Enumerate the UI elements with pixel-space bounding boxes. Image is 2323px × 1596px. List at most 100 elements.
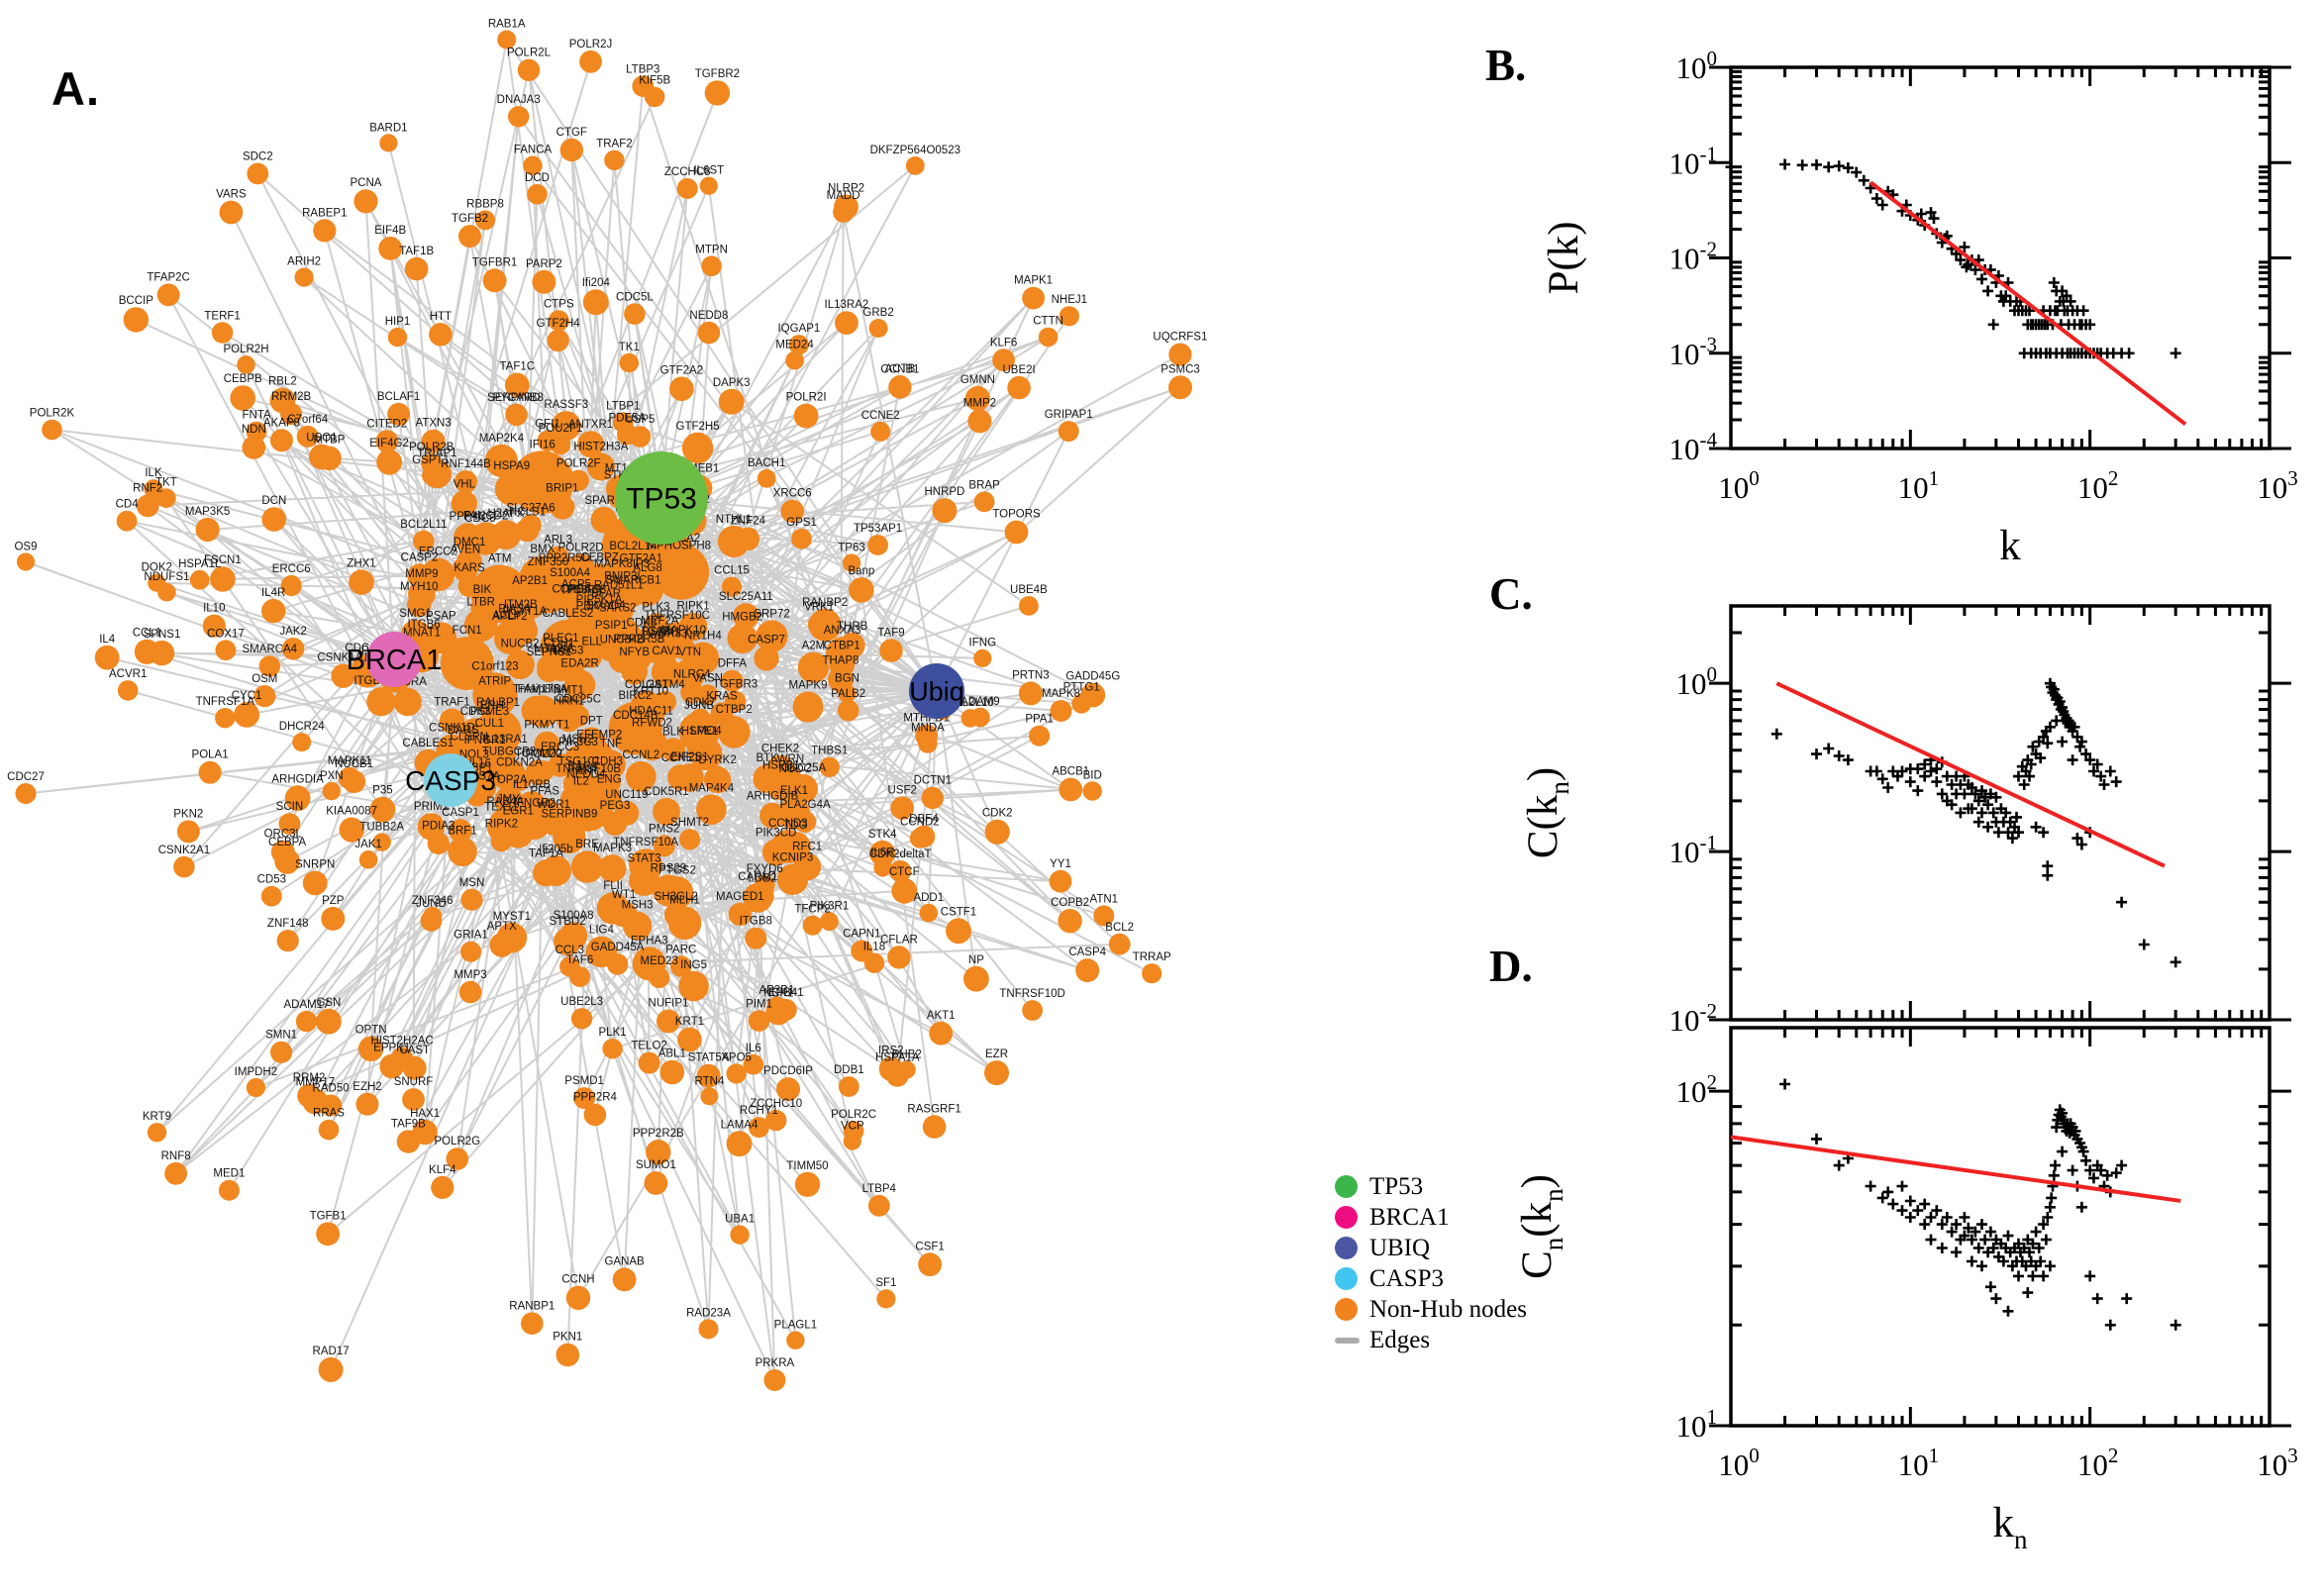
svg-text:PPP2R5B: PPP2R5B bbox=[614, 634, 665, 646]
svg-text:BIK: BIK bbox=[473, 584, 492, 596]
svg-text:DARS: DARS bbox=[448, 725, 479, 737]
svg-text:HIP1: HIP1 bbox=[385, 316, 411, 328]
svg-text:PKN2: PKN2 bbox=[173, 808, 203, 820]
legend-item-label: BRCA1 bbox=[1369, 1203, 1450, 1231]
svg-text:NCK1: NCK1 bbox=[763, 988, 794, 1000]
svg-text:CYC1: CYC1 bbox=[232, 690, 262, 702]
svg-text:AVEN: AVEN bbox=[451, 545, 480, 556]
svg-text:CTGF: CTGF bbox=[556, 127, 587, 139]
svg-text:POU2F1: POU2F1 bbox=[539, 423, 583, 435]
svg-text:EFEMP2: EFEMP2 bbox=[576, 729, 622, 741]
svg-text:MMP2: MMP2 bbox=[963, 397, 996, 409]
legend-item-casp3: CASP3 bbox=[1335, 1263, 1527, 1294]
svg-text:PPP2R5D: PPP2R5D bbox=[539, 552, 590, 564]
svg-text:CDC25C: CDC25C bbox=[556, 693, 601, 705]
svg-text:IRS2: IRS2 bbox=[878, 1046, 904, 1057]
svg-text:IL6ST: IL6ST bbox=[693, 165, 724, 177]
panel-b-label: B. bbox=[1485, 41, 1527, 90]
svg-text:KRT9: KRT9 bbox=[143, 1111, 171, 1123]
svg-text:POLR2D: POLR2D bbox=[558, 543, 604, 554]
legend: TP53 BRCA1 UBIQ CASP3 Non-Hub nodes Edges bbox=[1335, 1171, 1527, 1355]
svg-text:LMO4: LMO4 bbox=[690, 726, 722, 738]
svg-text:SDC2: SDC2 bbox=[243, 151, 273, 163]
svg-text:NP: NP bbox=[968, 954, 984, 966]
svg-text:MAP2K4: MAP2K4 bbox=[479, 433, 525, 445]
svg-text:RASGRF1: RASGRF1 bbox=[907, 1103, 960, 1115]
svg-text:MEF2A: MEF2A bbox=[641, 615, 679, 627]
svg-text:BMX: BMX bbox=[530, 544, 555, 555]
svg-text:CDC27: CDC27 bbox=[7, 771, 45, 783]
svg-text:IL6: IL6 bbox=[746, 1043, 761, 1054]
svg-text:CD53: CD53 bbox=[257, 874, 286, 886]
svg-text:HRH1: HRH1 bbox=[554, 696, 584, 708]
svg-text:KIAA0087: KIAA0087 bbox=[326, 806, 377, 818]
svg-text:CASP4: CASP4 bbox=[1068, 947, 1106, 958]
svg-text:MADD: MADD bbox=[827, 190, 860, 202]
hub-node-tp53 bbox=[615, 451, 708, 545]
y-axis-title-d: Cn(kn) bbox=[1514, 1174, 1568, 1279]
svg-text:POLR2J: POLR2J bbox=[569, 39, 612, 50]
svg-text:MYH10: MYH10 bbox=[400, 581, 438, 593]
svg-text:HSPA1A: HSPA1A bbox=[875, 1052, 920, 1064]
svg-text:Tnfaip8l2: Tnfaip8l2 bbox=[513, 684, 559, 696]
svg-text:TP53RK: TP53RK bbox=[560, 585, 604, 597]
svg-text:TGFBR1: TGFBR1 bbox=[472, 256, 517, 268]
svg-text:TRIAP1: TRIAP1 bbox=[417, 448, 456, 459]
svg-text:PKN1: PKN1 bbox=[553, 1332, 582, 1344]
svg-text:CAV1: CAV1 bbox=[652, 646, 680, 657]
svg-text:PLK3: PLK3 bbox=[642, 602, 669, 614]
svg-text:FSCN1: FSCN1 bbox=[204, 554, 242, 566]
svg-text:POLR2I: POLR2I bbox=[786, 392, 827, 404]
svg-text:TNFRSF10A: TNFRSF10A bbox=[613, 837, 678, 848]
svg-text:PSMD1: PSMD1 bbox=[564, 1075, 604, 1087]
svg-text:BRF1: BRF1 bbox=[448, 826, 476, 838]
svg-text:HDAC8: HDAC8 bbox=[567, 584, 606, 596]
svg-text:VTN: VTN bbox=[678, 647, 701, 658]
svg-text:TNFRSF10C: TNFRSF10C bbox=[644, 610, 709, 622]
svg-text:ZNF350: ZNF350 bbox=[528, 556, 569, 568]
svg-text:ARHGDIB: ARHGDIB bbox=[747, 791, 799, 803]
svg-text:ERH: ERH bbox=[480, 700, 504, 712]
y-axis-title-c: C(kn) bbox=[1520, 767, 1574, 858]
svg-text:SMARCA4: SMARCA4 bbox=[242, 644, 297, 655]
svg-text:DCTN1: DCTN1 bbox=[914, 775, 952, 787]
svg-text:EIF2S1: EIF2S1 bbox=[670, 751, 708, 763]
scatter-points-b bbox=[1725, 158, 2181, 359]
svg-text:NMT1: NMT1 bbox=[554, 684, 584, 696]
svg-text:STAT3: STAT3 bbox=[628, 853, 661, 865]
svg-text:PDE5A: PDE5A bbox=[609, 413, 647, 425]
svg-text:SMAD4: SMAD4 bbox=[586, 600, 626, 612]
svg-text:CTPS: CTPS bbox=[544, 298, 574, 310]
svg-text:FANCD2: FANCD2 bbox=[463, 511, 508, 523]
svg-text:PXN: PXN bbox=[320, 770, 344, 782]
svg-text:ZHX1: ZHX1 bbox=[347, 557, 375, 569]
svg-text:CCNH: CCNH bbox=[561, 1274, 594, 1286]
svg-text:SNURF: SNURF bbox=[394, 1076, 434, 1088]
svg-text:DHCR24: DHCR24 bbox=[279, 721, 326, 733]
legend-item-ubiq: UBIQ bbox=[1335, 1233, 1527, 1263]
fit-line-b bbox=[1868, 180, 2187, 427]
svg-text:RAB4A: RAB4A bbox=[486, 796, 524, 808]
svg-text:IL10RB: IL10RB bbox=[513, 779, 552, 791]
fit-line-d bbox=[1730, 1135, 2181, 1203]
svg-text:DDB1: DDB1 bbox=[834, 1064, 864, 1076]
svg-text:MMP9: MMP9 bbox=[405, 568, 438, 580]
svg-text:ACP5: ACP5 bbox=[561, 578, 591, 590]
svg-text:BCL2L11: BCL2L11 bbox=[400, 519, 447, 531]
svg-text:MAPK10: MAPK10 bbox=[661, 625, 706, 637]
svg-text:CCND3: CCND3 bbox=[768, 818, 808, 830]
svg-text:MED1: MED1 bbox=[213, 1168, 245, 1180]
svg-text:IL4R: IL4R bbox=[261, 587, 285, 599]
svg-text:DFFA: DFFA bbox=[718, 658, 748, 670]
svg-text:OS9: OS9 bbox=[14, 541, 37, 552]
svg-text:NLRP2: NLRP2 bbox=[828, 183, 864, 195]
svg-text:TOP2A: TOP2A bbox=[490, 774, 528, 786]
svg-text:DAPK3: DAPK3 bbox=[713, 377, 751, 389]
svg-text:KRT10: KRT10 bbox=[633, 686, 668, 698]
svg-text:DOK2: DOK2 bbox=[142, 562, 172, 574]
svg-text:BNIP3L: BNIP3L bbox=[604, 570, 644, 582]
svg-text:PRKRA: PRKRA bbox=[756, 1357, 795, 1369]
svg-text:ATM: ATM bbox=[488, 553, 511, 565]
svg-text:NDUFS1: NDUFS1 bbox=[144, 571, 189, 583]
